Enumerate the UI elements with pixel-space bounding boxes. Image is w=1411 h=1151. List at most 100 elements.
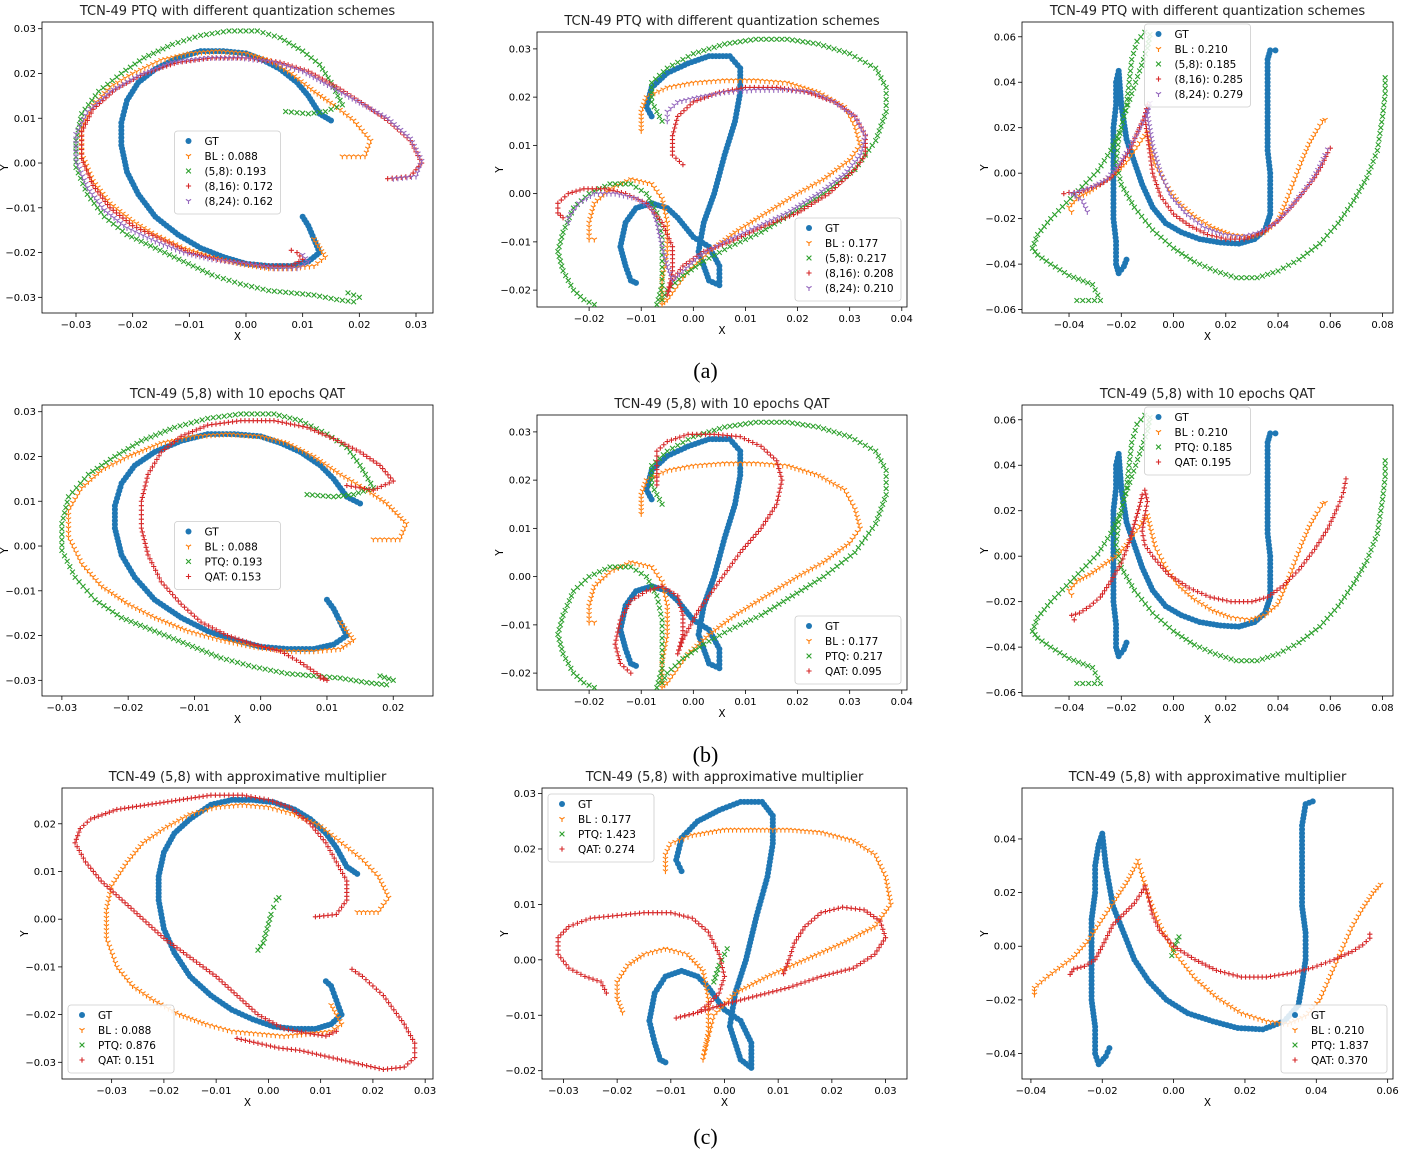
data-point [661,442,667,448]
data-point [1223,236,1229,242]
data-point [140,840,146,846]
data-point [1134,38,1140,45]
data-point [646,195,652,202]
data-point [1381,96,1388,103]
data-point [395,512,401,519]
data-point [193,418,200,425]
data-point [633,184,639,190]
data-point [1080,575,1087,581]
data-point [1126,96,1133,103]
data-point [659,635,665,641]
data-point [601,566,608,573]
data-point [1338,598,1345,605]
data-point [158,57,164,64]
data-point [564,602,571,609]
data-point [158,64,164,70]
data-point [1270,652,1276,659]
data-point [1243,274,1250,281]
data-point [851,159,858,165]
data-point [335,93,341,99]
data-point [333,296,340,303]
data-point [1209,608,1216,614]
data-point [373,494,380,500]
data-point [353,484,359,490]
data-point [331,86,338,92]
data-point [104,903,111,909]
data-point [1115,170,1122,176]
data-point [110,207,116,213]
legend-label: (8,16): 0.285 [1175,74,1244,86]
data-point [853,510,859,516]
data-point [191,613,198,619]
legend-label: QAT: 0.195 [1175,457,1232,469]
data-point [664,670,671,676]
data-point [290,42,297,49]
data-point [1144,499,1151,505]
data-point [722,620,729,626]
data-point [103,923,110,930]
data-point [825,184,832,190]
legend-label: (8,24): 0.162 [205,196,274,208]
data-point [316,293,323,300]
data-point [238,411,244,417]
data-point [659,118,665,125]
data-point [1264,654,1271,661]
data-point [300,672,306,678]
data-point [226,412,233,419]
data-point [185,641,191,648]
data-point [157,828,164,834]
data-point [1358,184,1365,190]
data-point [822,193,828,199]
data-point [1183,636,1189,643]
data-point [855,518,861,524]
data-point [1093,567,1100,573]
scatter-chart: TCN-49 (5,8) with 10 epochs QAT−0.02 −0.0… [494,397,913,720]
data-point [213,805,220,811]
data-point [881,496,888,503]
data-point [287,415,293,421]
data-point [180,250,187,256]
x-axis-label: X [718,325,725,337]
data-point [758,525,764,531]
data-point [1148,135,1155,141]
data-point [278,669,285,676]
data-point [357,462,363,469]
data-point [685,436,691,443]
data-point [1097,594,1103,600]
data-point [826,427,832,434]
data-point [822,96,829,102]
chart-title: TCN-49 PTQ with different quantization s… [1049,4,1366,19]
data-point [1330,514,1336,521]
x-tick-label: 0.02 [382,703,404,714]
data-point [283,64,290,70]
y-axis-label: Y [0,547,11,555]
data-point [1117,513,1123,520]
data-point [742,38,749,44]
data-point [305,259,312,265]
data-point [828,181,835,187]
data-point [414,170,421,176]
data-point [826,44,832,51]
data-point [852,549,858,556]
data-point [155,48,161,54]
data-point [801,200,808,206]
y-axis-label: Y [19,930,31,938]
data-point [1076,189,1083,195]
data-point [690,50,697,57]
data-point [307,452,313,458]
data-point [1368,547,1374,553]
data-point [845,109,851,115]
data-point [1297,546,1303,552]
data-point [716,578,722,585]
data-point [1309,550,1315,556]
data-point [1170,628,1177,634]
data-point [88,592,94,599]
data-point [1141,537,1147,543]
data-point [717,91,724,97]
x-tick-label: −0.02 [149,1086,180,1097]
x-tick-label: 0.02 [1215,320,1237,331]
data-point [660,87,667,93]
data-point [562,224,568,231]
data-point [197,32,204,39]
data-point [767,452,774,458]
